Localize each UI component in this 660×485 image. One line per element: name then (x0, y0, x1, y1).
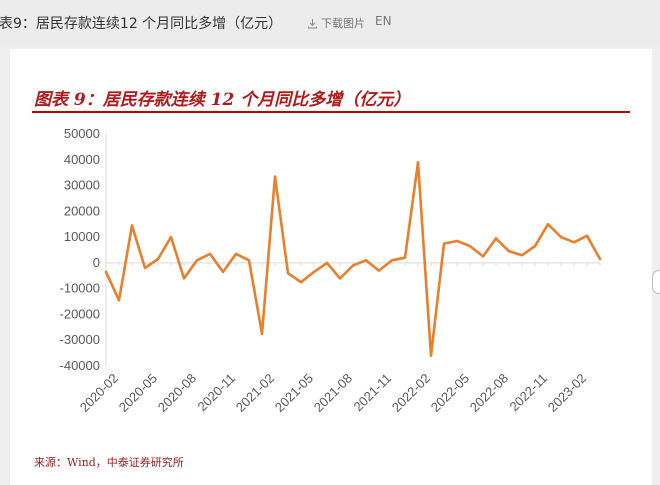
x-tick-label: 2020-08 (155, 371, 199, 415)
data-point (208, 252, 212, 256)
x-tick-label: 2021-11 (350, 371, 394, 415)
data-point (117, 299, 121, 302)
x-tick-label: 2023-02 (545, 371, 589, 415)
y-tick-label: -30000 (60, 332, 100, 347)
y-tick-label: 10000 (64, 229, 100, 244)
data-point (247, 259, 251, 262)
y-tick-label: 20000 (64, 203, 100, 218)
x-tick-label: 2022-11 (506, 371, 550, 415)
data-point (416, 161, 420, 164)
x-tick-label: 2020-02 (77, 371, 121, 415)
y-tick-label: -40000 (60, 358, 100, 373)
data-point (442, 242, 446, 245)
data-point (455, 239, 459, 243)
data-point (143, 266, 147, 270)
x-tick-label: 2022-05 (428, 371, 472, 415)
data-point (286, 272, 290, 275)
data-point (221, 270, 225, 274)
data-point (312, 270, 316, 274)
top-bar: 表9：居民存款连续12 个月同比多增（亿元） 下载图片 EN (0, 0, 660, 46)
figure-card: 图表 9：居民存款连续 12 个月同比多增（亿元） 50000 40000 3000… (10, 49, 652, 485)
x-tick-label: 2021-02 (233, 371, 277, 415)
data-point (585, 234, 589, 238)
language-toggle-en[interactable]: EN (375, 14, 392, 28)
data-point (338, 277, 342, 280)
download-image-button[interactable]: 下载图片 (307, 15, 365, 31)
data-point (494, 237, 498, 240)
data-point (182, 277, 186, 280)
data-point (156, 257, 160, 261)
x-tick-label: 2022-08 (467, 371, 511, 415)
data-point (260, 332, 264, 335)
data-point (559, 235, 563, 239)
data-point (429, 354, 433, 357)
data-point (403, 256, 407, 259)
data-point (468, 244, 472, 248)
data-point (195, 259, 199, 262)
data-point (520, 253, 524, 257)
data-point (572, 241, 576, 244)
series-line (104, 161, 602, 358)
data-point (390, 259, 394, 262)
x-tick-label: 2022-02 (389, 371, 433, 415)
y-tick-label: 40000 (64, 152, 100, 167)
data-point (273, 175, 277, 178)
data-point (169, 235, 173, 239)
y-tick-label: -10000 (60, 281, 100, 296)
download-icon (308, 18, 317, 28)
x-tick-label: 2021-08 (311, 371, 355, 415)
line-chart: 50000 40000 30000 20000 10000 0 -10000 -20000 -3… (60, 126, 602, 415)
data-point (546, 223, 550, 226)
data-point (351, 264, 355, 267)
data-point (507, 250, 511, 253)
title-divider (32, 111, 630, 113)
figure-caption: 表9：居民存款连续12 个月同比多增（亿元） (0, 16, 283, 32)
data-point (598, 257, 602, 261)
y-tick-label: 30000 (64, 178, 100, 193)
data-point (481, 255, 485, 258)
y-tick-label: -20000 (60, 306, 100, 321)
scroll-handle[interactable] (652, 270, 660, 294)
data-point (299, 281, 303, 284)
data-point (104, 270, 108, 274)
source-note: 来源：Wind，中泰证券研究所 (34, 456, 184, 469)
x-tick-label: 2020-11 (194, 371, 238, 415)
download-label: 下载图片 (321, 17, 365, 30)
data-point (130, 224, 134, 227)
y-tick-label: 50000 (64, 126, 100, 141)
data-point (325, 261, 329, 265)
x-tick-label: 2020-05 (116, 371, 160, 415)
y-tick-label: 0 (93, 255, 100, 270)
data-point (377, 269, 381, 272)
x-tick-label: 2021-05 (272, 371, 316, 415)
data-point (234, 252, 238, 256)
data-point (533, 244, 537, 248)
figure-title: 图表 9：居民存款连续 12 个月同比多增（亿元） (34, 90, 411, 110)
data-point (364, 259, 368, 262)
